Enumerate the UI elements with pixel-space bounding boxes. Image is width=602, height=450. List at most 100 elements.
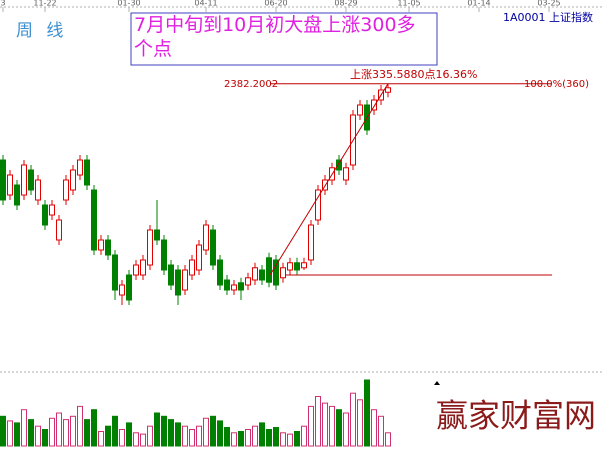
volume-bar	[308, 405, 314, 447]
x-tick-label: 11-05	[397, 0, 420, 8]
candle-body	[287, 262, 293, 271]
candle-body	[217, 259, 223, 286]
volume-marker	[434, 381, 440, 385]
volume-bar	[203, 417, 209, 447]
volume-bar	[21, 409, 27, 447]
volume-bar	[350, 392, 356, 447]
candle-body	[49, 204, 55, 216]
volume-bar	[154, 412, 160, 447]
volume-bar	[77, 405, 83, 447]
candle-body	[35, 179, 41, 201]
candle-body	[336, 159, 342, 171]
volume-bar	[371, 409, 377, 447]
volume-bar	[252, 425, 258, 447]
volume-bar	[126, 422, 132, 447]
volume-bar	[63, 419, 69, 447]
volume-bar	[105, 425, 111, 447]
high-label: 2382.2002	[224, 79, 278, 90]
x-tick-label: 3	[0, 0, 5, 8]
volume-bar	[343, 412, 349, 447]
volume-bar	[287, 433, 293, 447]
candle-body	[154, 229, 160, 241]
volume-bar	[231, 432, 237, 447]
candle-body	[56, 219, 62, 241]
candle-body	[231, 284, 237, 291]
volume-bar	[161, 415, 167, 447]
candle-body	[371, 99, 377, 111]
volume-bar	[322, 402, 328, 447]
volume-bar	[119, 429, 125, 447]
candle-body	[385, 87, 391, 93]
candle-body	[21, 164, 27, 196]
volume-bar	[224, 427, 230, 447]
volume-bar	[35, 425, 41, 447]
volume-bar	[245, 429, 251, 447]
volume-bar	[28, 419, 34, 447]
volume-bar	[273, 427, 279, 447]
candle-body	[0, 159, 6, 201]
candle-body	[7, 174, 13, 196]
x-tick-label: 06-20	[264, 0, 287, 8]
candle-body	[161, 239, 167, 271]
candle-body	[28, 169, 34, 191]
volume-bar	[14, 422, 20, 447]
volume-bar	[147, 425, 153, 447]
volume-bar	[238, 430, 244, 447]
candle-body	[301, 262, 307, 269]
candle-body	[203, 224, 209, 251]
volume-bar	[98, 430, 104, 447]
volume-bar	[385, 432, 391, 447]
volume-bar	[0, 415, 6, 447]
volume-bar	[42, 429, 48, 447]
volume-bar	[168, 419, 174, 447]
volume-bar	[70, 415, 76, 447]
x-tick-label: 01-14	[467, 0, 490, 8]
trend-line	[269, 83, 389, 276]
candle-body	[280, 267, 286, 279]
candle-body	[84, 159, 90, 186]
candle-body	[119, 284, 125, 296]
chart-title: 7月中旬到10月初大盘上涨300多个点	[134, 14, 416, 60]
volume-bar	[336, 409, 342, 447]
x-tick-label: 01-30	[117, 0, 140, 8]
candle-body	[182, 269, 188, 291]
watermark: 赢家财富网	[436, 397, 596, 435]
volume-bar	[196, 425, 202, 447]
volume-bar	[217, 420, 223, 447]
volume-bar	[315, 396, 321, 447]
candle-body	[343, 167, 349, 181]
volume-bar	[7, 420, 13, 447]
candle-body	[70, 169, 76, 191]
candle-body	[294, 262, 300, 271]
candle-body	[105, 239, 111, 256]
candle-body	[245, 277, 251, 286]
x-tick-label: 04-11	[194, 0, 217, 8]
volume-bar	[266, 429, 272, 447]
candle-body	[77, 159, 83, 176]
candle-body	[315, 189, 321, 221]
volume-bar	[140, 433, 146, 447]
volume-bar	[175, 422, 181, 447]
index-label: 1A0001 上证指数	[503, 10, 593, 24]
volume-bar	[56, 412, 62, 447]
volume-bar	[329, 405, 335, 447]
x-tick-label: 03-25	[537, 0, 560, 8]
volume-bar	[364, 379, 370, 447]
candle-body	[357, 104, 363, 116]
candle-body	[14, 184, 20, 206]
volume-bar	[294, 430, 300, 447]
volume-bar	[280, 432, 286, 447]
volume-bar	[210, 415, 216, 447]
x-tick-label: 11-22	[33, 0, 56, 8]
volume-bar	[133, 432, 139, 447]
candle-body	[91, 189, 97, 251]
volume-bar	[259, 422, 265, 447]
candle-body	[224, 279, 230, 291]
volume-bar	[84, 419, 90, 447]
volume-bar	[91, 409, 97, 447]
volume-bar	[189, 429, 195, 447]
candle-body	[140, 259, 146, 276]
candle-body	[273, 259, 279, 286]
candle-body	[259, 269, 265, 281]
